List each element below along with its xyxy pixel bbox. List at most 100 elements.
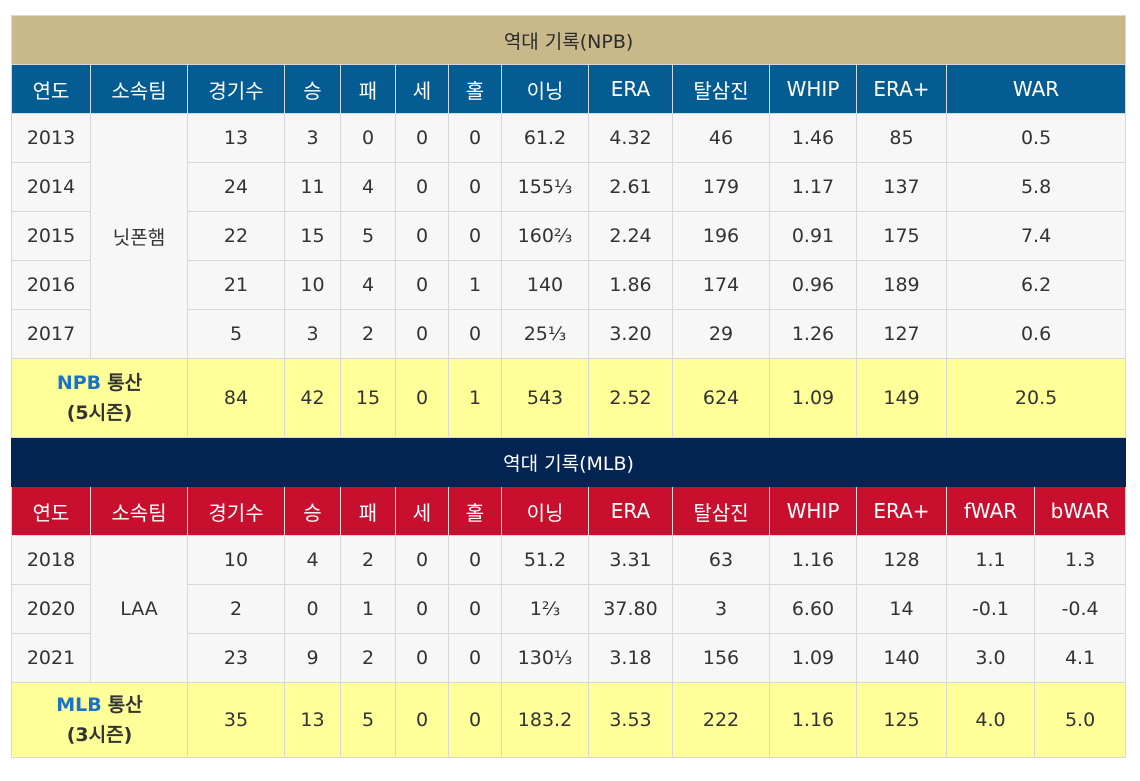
cell-innings: 51.2 xyxy=(501,535,589,585)
header-team: 소속팀 xyxy=(90,486,188,536)
npb-section-title: 역대 기록(NPB) xyxy=(10,15,1127,65)
cell-innings: 1⅔ xyxy=(501,584,589,634)
cell-war: 7.4 xyxy=(945,211,1127,261)
team-link-laa[interactable]: LAA xyxy=(90,535,188,683)
npb-league-link[interactable]: NPB xyxy=(56,372,102,394)
cell-games: 5 xyxy=(187,309,285,359)
header-wins: 승 xyxy=(284,64,341,114)
total-whip: 1.16 xyxy=(769,682,857,758)
cell-innings: 140 xyxy=(501,260,589,310)
cell-whip: 1.09 xyxy=(769,633,857,683)
cell-year: 2016 xyxy=(11,260,91,310)
total-games: 35 xyxy=(187,682,285,758)
mlb-section-title: 역대 기록(MLB) xyxy=(10,437,1127,487)
cell-saves: 0 xyxy=(395,260,449,310)
cell-saves: 0 xyxy=(395,535,449,585)
cell-holds: 0 xyxy=(448,309,502,359)
header-games: 경기수 xyxy=(187,486,285,536)
total-era: 3.53 xyxy=(588,682,673,758)
cell-bwar: -0.4 xyxy=(1033,584,1127,634)
total-holds: 1 xyxy=(448,358,502,438)
npb-total-label: NPB 통산 (5시즌) xyxy=(11,358,188,438)
total-wins: 13 xyxy=(284,682,341,758)
cell-wins: 4 xyxy=(284,535,341,585)
cell-saves: 0 xyxy=(395,309,449,359)
cell-era-plus: 189 xyxy=(856,260,947,310)
total-saves: 0 xyxy=(395,682,449,758)
cell-era-plus: 127 xyxy=(856,309,947,359)
cell-whip: 1.46 xyxy=(769,113,857,163)
cell-holds: 0 xyxy=(448,584,502,634)
cell-whip: 6.60 xyxy=(769,584,857,634)
cell-wins: 11 xyxy=(284,162,341,212)
cell-whip: 1.16 xyxy=(769,535,857,585)
cell-era: 4.32 xyxy=(588,113,673,163)
cell-year: 2014 xyxy=(11,162,91,212)
cell-war: 0.5 xyxy=(945,113,1127,163)
cell-era: 2.61 xyxy=(588,162,673,212)
cell-whip: 1.17 xyxy=(769,162,857,212)
total-losses: 5 xyxy=(340,682,396,758)
cell-saves: 0 xyxy=(395,162,449,212)
header-holds: 홀 xyxy=(448,486,502,536)
header-team: 소속팀 xyxy=(90,64,188,114)
npb-row-2015: 2015 22 15 5 0 0 160⅔ 2.24 196 0.91 175 … xyxy=(11,211,1127,261)
cell-year: 2017 xyxy=(11,309,91,359)
cell-games: 13 xyxy=(187,113,285,163)
mlb-league-link[interactable]: MLB xyxy=(56,694,102,716)
mlb-title-row: 역대 기록(MLB) xyxy=(10,437,1127,487)
cell-holds: 0 xyxy=(448,113,502,163)
header-losses: 패 xyxy=(340,486,396,536)
cell-bwar: 4.1 xyxy=(1033,633,1127,683)
header-bwar: bWAR xyxy=(1033,486,1127,536)
cell-games: 24 xyxy=(187,162,285,212)
cell-strikeouts: 196 xyxy=(672,211,770,261)
cell-games: 21 xyxy=(187,260,285,310)
header-war: WAR xyxy=(945,64,1127,114)
cell-war: 6.2 xyxy=(945,260,1127,310)
cell-strikeouts: 156 xyxy=(672,633,770,683)
mlb-row-2021: 2021 23 9 2 0 0 130⅓ 3.18 156 1.09 140 3… xyxy=(11,633,1127,683)
cell-holds: 0 xyxy=(448,535,502,585)
header-fwar: fWAR xyxy=(946,486,1035,536)
header-era-plus: ERA+ xyxy=(856,486,947,536)
cell-wins: 15 xyxy=(284,211,341,261)
header-innings: 이닝 xyxy=(501,64,589,114)
cell-era-plus: 128 xyxy=(856,535,947,585)
cell-innings: 160⅔ xyxy=(501,211,589,261)
career-stats: 역대 기록(NPB) 연도 소속팀 경기수 승 패 세 홀 이닝 ERA 탈삼진… xyxy=(10,15,1127,758)
header-whip: WHIP xyxy=(769,64,857,114)
cell-games: 22 xyxy=(187,211,285,261)
cell-holds: 0 xyxy=(448,162,502,212)
header-saves: 세 xyxy=(395,64,449,114)
cell-games: 23 xyxy=(187,633,285,683)
cell-losses: 0 xyxy=(340,113,396,163)
header-year: 연도 xyxy=(11,64,91,114)
npb-row-2013: 2013 닛폰햄 13 3 0 0 0 61.2 4.32 46 1.46 85… xyxy=(11,113,1127,359)
cell-bwar: 1.3 xyxy=(1033,535,1127,585)
cell-strikeouts: 63 xyxy=(672,535,770,585)
total-label-text: 통산 xyxy=(107,372,143,394)
cell-era-plus: 85 xyxy=(856,113,947,163)
mlb-header-row: 연도 소속팀 경기수 승 패 세 홀 이닝 ERA 탈삼진 WHIP ERA+ … xyxy=(11,486,1127,536)
cell-losses: 2 xyxy=(340,633,396,683)
cell-losses: 2 xyxy=(340,309,396,359)
total-war: 20.5 xyxy=(945,358,1127,438)
cell-war: 0.6 xyxy=(945,309,1127,359)
cell-saves: 0 xyxy=(395,584,449,634)
total-era: 2.52 xyxy=(588,358,673,438)
cell-innings: 25⅓ xyxy=(501,309,589,359)
cell-era-plus: 140 xyxy=(856,633,947,683)
career-stats-table: 역대 기록(NPB) 연도 소속팀 경기수 승 패 세 홀 이닝 ERA 탈삼진… xyxy=(10,15,1127,758)
cell-year: 2021 xyxy=(11,633,91,683)
cell-losses: 1 xyxy=(340,584,396,634)
cell-era-plus: 14 xyxy=(856,584,947,634)
header-saves: 세 xyxy=(395,486,449,536)
cell-fwar: -0.1 xyxy=(946,584,1035,634)
cell-year: 2018 xyxy=(11,535,91,585)
team-link-nippon-ham[interactable]: 닛폰햄 xyxy=(90,113,188,359)
cell-strikeouts: 46 xyxy=(672,113,770,163)
mlb-row-2018: 2018 LAA 10 4 2 0 0 51.2 3.31 63 1.16 12… xyxy=(11,535,1127,683)
total-era-plus: 125 xyxy=(856,682,947,758)
cell-era-plus: 137 xyxy=(856,162,947,212)
